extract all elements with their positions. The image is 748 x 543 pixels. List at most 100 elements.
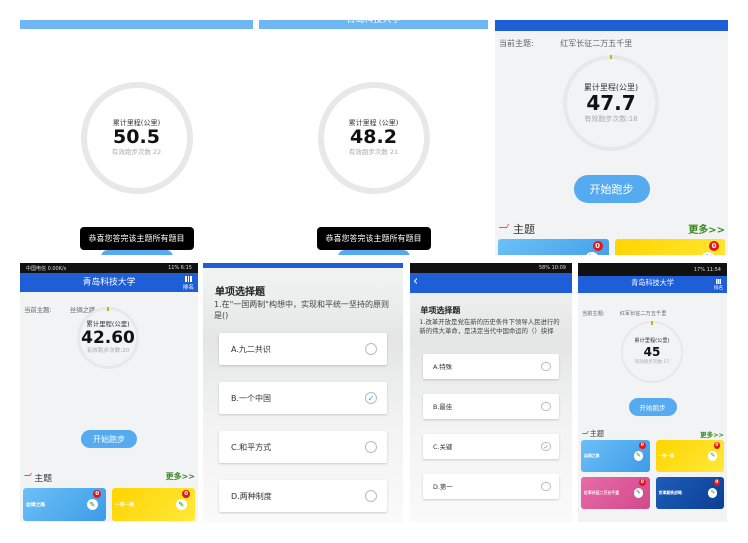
header-title: 青岛科技大学 xyxy=(82,277,136,288)
badge-count: 0 xyxy=(639,442,646,449)
phone-screen-3: 当前主题: 红军长征二万五千里累计里程(公里) 47.7 有效跑步次数:18 开始跑步主… xyxy=(495,20,728,255)
tile-name: 红军长征二万五千里 xyxy=(584,489,620,495)
progress-marker xyxy=(107,307,109,311)
circle-title: 累计里程(公里) xyxy=(634,338,670,345)
app-header: 青岛科技大学 排名 xyxy=(578,276,727,293)
start-button[interactable]: 开始跑步 xyxy=(81,430,137,448)
more-link[interactable]: 更多>> xyxy=(165,472,195,481)
progress-marker xyxy=(651,321,653,325)
app-header: 青岛科技大学 排名 xyxy=(20,273,198,292)
distance-value: 42.60 xyxy=(81,327,135,348)
option-label: C.关键 xyxy=(432,443,453,451)
toast-message: 恭喜您答完该主题所有题目 xyxy=(316,227,431,250)
theme-tile[interactable]: 京津冀铁战略 ✎ 0 xyxy=(655,477,724,509)
status-right: 58% 10:09 xyxy=(538,265,566,271)
theme-tile[interactable]: ✎0 xyxy=(614,239,725,255)
back-icon[interactable]: ‹ xyxy=(413,274,419,289)
theme-tile[interactable]: 一带一路 ✎ 0 xyxy=(655,440,724,472)
progress-ring xyxy=(317,82,430,194)
app-header xyxy=(20,20,253,29)
answer-option[interactable]: D.两种制度 xyxy=(219,480,387,512)
ring-content: 累计里程(公里) 47.7 有效跑步次数:18 xyxy=(563,55,659,151)
answer-option[interactable]: C.和平方式 xyxy=(219,431,387,463)
ring-content: 累计里程 (公里) 48.2 有效跑步次数 21 xyxy=(318,82,430,194)
start-button[interactable] xyxy=(100,250,173,255)
radio-icon[interactable] xyxy=(541,361,552,372)
status-bar: 58% 10:09 xyxy=(410,263,572,273)
theme-icon xyxy=(498,224,510,228)
more-link[interactable]: 更多>> xyxy=(700,431,724,439)
status-bar: 中国电信 0.00K/s 11% 6:15 xyxy=(20,263,198,273)
app-header: ‹ xyxy=(410,273,572,293)
checked-radio-icon[interactable]: ✓ xyxy=(541,441,552,452)
theme-label: 主题 xyxy=(589,429,604,438)
topic-value: 红军长征二万五千里 xyxy=(560,39,633,48)
status-bar: 17% 11:54 xyxy=(578,263,727,276)
start-button[interactable] xyxy=(337,250,410,255)
tile-name: 一带一路 xyxy=(658,452,675,458)
badge-count: 0 xyxy=(709,241,719,251)
theme-tile[interactable]: ✎0 xyxy=(498,239,609,255)
more-link[interactable]: 更多>> xyxy=(688,225,725,236)
ranking-icon xyxy=(185,276,192,282)
ranking-button[interactable]: 排名 xyxy=(714,279,723,291)
option-label: A.特殊 xyxy=(432,363,453,371)
radio-icon[interactable] xyxy=(365,490,377,502)
theme-tile[interactable]: 红军长征二万五千里 ✎ 0 xyxy=(581,477,650,509)
runs-count: 有效跑步次数:17 xyxy=(634,359,670,365)
theme-label: 主题 xyxy=(513,223,535,236)
progress-marker xyxy=(610,55,612,59)
phone-screen-4: 中国电信 0.00K/s 11% 6:15 青岛科技大学 排名 当前主题: 丝绸之路 累计里… xyxy=(20,263,198,522)
topic-label: 当前主题: xyxy=(582,311,605,317)
ring-content: 累计里程(公里) 42.60 有效跑步次数:20 xyxy=(77,307,139,369)
progress-ring xyxy=(80,82,193,194)
ranking-button[interactable]: 排名 xyxy=(183,276,194,291)
pencil-icon: ✎ xyxy=(584,252,599,255)
phone-screen-7: 17% 11:54 青岛科技大学 排名 当前主题: 红军长征二万五千里 累计里程(公里) 4… xyxy=(578,263,727,522)
radio-icon[interactable] xyxy=(365,343,377,355)
radio-icon[interactable] xyxy=(365,441,377,453)
distance-value: 48.2 xyxy=(350,126,397,149)
pencil-icon: ✎ xyxy=(633,488,643,498)
tile-name: 京津冀铁战略 xyxy=(658,489,682,495)
pencil-icon: ✎ xyxy=(708,488,718,498)
theme-label: 主题 xyxy=(34,474,52,484)
theme-tile[interactable]: 一带一路 ✎ 0 xyxy=(112,488,195,521)
theme-tile[interactable]: 丝绸之路 ✎ 0 xyxy=(581,440,650,472)
answer-option[interactable]: C.关键 ✓ xyxy=(422,434,560,459)
option-label: A.九二共识 xyxy=(231,344,271,354)
runs-count: 有效跑步次数:20 xyxy=(86,348,130,355)
answer-option[interactable]: B.最佳 xyxy=(422,394,560,419)
distance-value: 50.5 xyxy=(113,126,160,149)
answer-option[interactable]: A.九二共识 xyxy=(219,333,387,365)
option-label: B.一个中国 xyxy=(231,393,272,403)
checked-radio-icon[interactable]: ✓ xyxy=(365,392,377,404)
start-button[interactable]: 开始跑步 xyxy=(573,175,650,203)
app-header xyxy=(203,263,403,268)
runs-count: 有效跑步次数 22 xyxy=(111,148,162,157)
circle-title: 累计里程(公里) xyxy=(86,320,130,329)
topic-value: 丝绸之路 xyxy=(69,306,96,314)
status-left: 中国电信 0.00K/s xyxy=(26,265,67,272)
tile-name: 丝绸之路 xyxy=(584,452,600,458)
question-type-heading: 单项选择题 xyxy=(215,287,265,298)
pencil-icon: ✎ xyxy=(86,498,98,511)
topic-label: 当前主题: xyxy=(499,39,534,48)
answer-option[interactable]: B.一个中国 ✓ xyxy=(219,382,387,414)
circle-title: 累计里程 (公里) xyxy=(348,119,399,128)
question-type-heading: 单项选择题 xyxy=(420,306,461,315)
start-button[interactable]: 开始跑步 xyxy=(628,398,677,416)
answer-option[interactable]: D.第一 xyxy=(422,474,560,499)
phone-screen-1: 累计里程(公里) 50.5 有效跑步次数 22 恭喜您答完该主题所有题目 xyxy=(20,20,253,255)
theme-icon xyxy=(582,430,589,434)
option-label: D.第一 xyxy=(432,483,453,491)
badge-count: 0 xyxy=(713,442,721,449)
radio-icon[interactable] xyxy=(541,481,552,492)
option-label: D.两种制度 xyxy=(231,491,272,501)
badge-count: 0 xyxy=(93,490,102,498)
answer-option[interactable]: A.特殊 xyxy=(422,354,560,379)
radio-icon[interactable] xyxy=(541,401,552,412)
option-label: B.最佳 xyxy=(432,403,453,411)
tile-name: 一带一路 xyxy=(115,503,135,509)
theme-tile[interactable]: 丝绸之路 ✎ 0 xyxy=(23,488,106,521)
